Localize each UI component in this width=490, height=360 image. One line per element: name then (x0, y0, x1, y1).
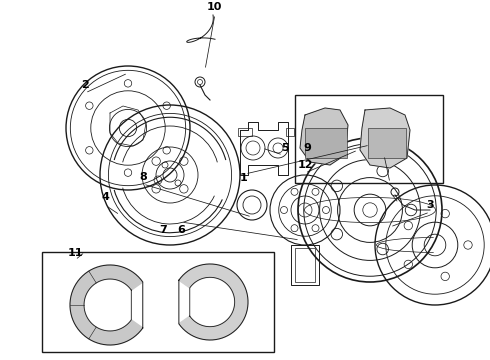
Polygon shape (179, 264, 248, 340)
Text: 5: 5 (281, 143, 289, 153)
Bar (368, 128, 406, 158)
Text: 7: 7 (159, 225, 167, 235)
Bar (42, 252, 274, 352)
Bar (238, 128, 252, 136)
Bar (295, 95, 443, 183)
Bar (295, 248, 315, 282)
Text: 10: 10 (206, 2, 221, 12)
Polygon shape (360, 108, 410, 168)
Text: 11: 11 (67, 248, 83, 258)
Text: 8: 8 (139, 172, 147, 182)
Text: 12: 12 (297, 160, 313, 170)
Text: 2: 2 (81, 80, 89, 90)
Polygon shape (70, 265, 143, 345)
Bar (286, 128, 294, 136)
Text: 3: 3 (426, 200, 434, 210)
Bar (291, 245, 319, 285)
Bar (305, 128, 347, 158)
Text: 4: 4 (101, 192, 109, 202)
Text: 1: 1 (240, 173, 248, 183)
Text: 9: 9 (303, 143, 311, 153)
Text: 6: 6 (177, 225, 185, 235)
Polygon shape (300, 108, 348, 165)
